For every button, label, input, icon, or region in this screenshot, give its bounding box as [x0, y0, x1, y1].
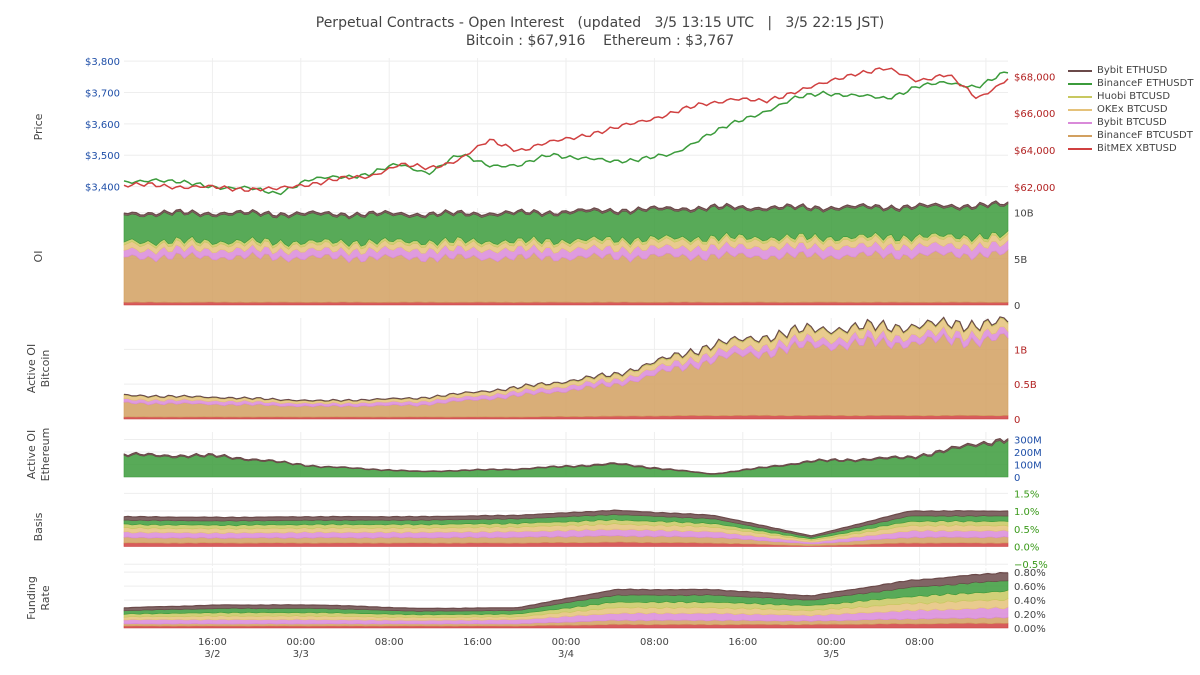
btc-axis-tick: $62,000: [1014, 183, 1055, 194]
btc-axis-tick: $64,000: [1014, 146, 1055, 157]
panel-ylabel: Basis: [32, 512, 45, 541]
x-axis-date-label: 3/2: [204, 649, 220, 660]
panel-axis-tick: 100M: [1014, 461, 1042, 472]
panel-axis-tick: 10B: [1014, 209, 1034, 220]
panel-ylabel-line: OI: [32, 251, 45, 263]
panel-axis-tick: 0: [1014, 473, 1020, 484]
panel-ylabel: Active OIEthereum: [25, 428, 52, 482]
eth-axis-tick: $3,500: [85, 151, 120, 162]
panel-ylabel: OI: [32, 251, 45, 263]
panel-axis-tick: −0.5%: [1014, 560, 1048, 571]
x-axis-tick-label: 16:00: [463, 637, 492, 648]
legend-label: Huobi BTCUSD: [1097, 91, 1171, 102]
panel-axis-tick: 300M: [1014, 436, 1042, 447]
legend-label: OKEx BTCUSD: [1097, 104, 1168, 115]
panel-ylabel-line: Funding: [25, 576, 38, 620]
panel-ylabel-line: Bitcoin: [39, 350, 52, 388]
legend-item[interactable]: BitMEX XBTUSD: [1068, 142, 1193, 155]
legend-swatch: [1068, 95, 1092, 98]
btc-axis-tick: $68,000: [1014, 72, 1055, 83]
x-axis-tick-label: 00:00: [817, 637, 846, 648]
panel-axis-tick: 0.0%: [1014, 543, 1039, 554]
panel-axis-tick: 0.80%: [1014, 568, 1046, 579]
panel-ylabel-line: Active OI: [25, 344, 38, 393]
series-line-bitmex-xbtusd: [123, 67, 1009, 192]
eth-axis-tick: $3,700: [85, 89, 120, 100]
legend-swatch: [1068, 82, 1092, 85]
panel-axis-tick: 0.20%: [1014, 610, 1046, 621]
x-axis-tick-label: 08:00: [640, 637, 669, 648]
panel-axis-tick: 5B: [1014, 255, 1027, 266]
chart-title: Perpetual Contracts - Open Interest (upd…: [0, 14, 1200, 50]
x-axis-tick-label: 16:00: [198, 637, 227, 648]
legend-label: BinanceF ETHUSDT: [1097, 78, 1194, 89]
panel-axis-tick: 1B: [1014, 345, 1027, 356]
panel-axis-tick: 0.60%: [1014, 582, 1046, 593]
x-axis-date-label: 3/3: [293, 649, 309, 660]
legend: Bybit ETHUSD BinanceF ETHUSDT Huobi BTCU…: [1068, 64, 1193, 155]
eth-axis-tick: $3,800: [85, 57, 120, 68]
legend-swatch: [1068, 121, 1092, 124]
panel-axis-tick: 0: [1014, 301, 1020, 312]
stack-top-outline: [123, 200, 1009, 218]
title-line-2: Bitcoin : $67,916 Ethereum : $3,767: [465, 33, 735, 49]
legend-swatch: [1068, 69, 1092, 72]
series-line-binancef-ethusdt: [123, 71, 1009, 196]
panel-axis-tick: 200M: [1014, 448, 1042, 459]
x-axis-tick-label: 00:00: [286, 637, 315, 648]
stack-top-outline: [123, 509, 1009, 537]
title-line-1: Perpetual Contracts - Open Interest (upd…: [315, 15, 885, 31]
legend-label: BitMEX XBTUSD: [1097, 143, 1177, 154]
legend-swatch: [1068, 147, 1092, 150]
legend-item[interactable]: BinanceF BTCUSDT: [1068, 129, 1193, 142]
panel-axis-tick: 0.5B: [1014, 380, 1037, 391]
legend-label: BinanceF BTCUSDT: [1097, 130, 1193, 141]
legend-label: Bybit BTCUSD: [1097, 117, 1167, 128]
legend-item[interactable]: Bybit BTCUSD: [1068, 116, 1193, 129]
stack-top-outline: [123, 438, 1009, 475]
legend-swatch: [1068, 108, 1092, 111]
x-axis-date-label: 3/5: [823, 649, 839, 660]
legend-item[interactable]: BinanceF ETHUSDT: [1068, 77, 1193, 90]
panel-axis-tick: 0: [1014, 415, 1020, 426]
panel-ylabel-line: Rate: [39, 585, 52, 610]
btc-axis-tick: $66,000: [1014, 109, 1055, 120]
x-axis-tick-label: 08:00: [905, 637, 934, 648]
panel-ylabel: Active OIBitcoin: [25, 344, 52, 393]
eth-axis-tick: $3,400: [85, 183, 120, 194]
panel-axis-tick: 0.40%: [1014, 596, 1046, 607]
panel-axis-tick: 0.00%: [1014, 624, 1046, 635]
panel-ylabel: Price: [32, 113, 45, 140]
panel-ylabel-line: Ethereum: [39, 428, 52, 482]
panel-ylabel: FundingRate: [25, 576, 52, 620]
x-axis-tick-label: 00:00: [552, 637, 581, 648]
stack-top-outline: [123, 571, 1008, 610]
x-axis-tick-label: 16:00: [728, 637, 757, 648]
legend-item[interactable]: Huobi BTCUSD: [1068, 90, 1193, 103]
x-axis-tick-label: 08:00: [375, 637, 404, 648]
stack-top-outline: [123, 316, 1009, 402]
panel-ylabel-line: Basis: [32, 512, 45, 541]
panel-axis-tick: 0.5%: [1014, 525, 1039, 536]
panel-axis-tick: 1.0%: [1014, 507, 1039, 518]
legend-item[interactable]: Bybit ETHUSD: [1068, 64, 1193, 77]
x-axis-date-label: 3/4: [558, 649, 574, 660]
panel-ylabel-line: Price: [32, 113, 45, 140]
legend-item[interactable]: OKEx BTCUSD: [1068, 103, 1193, 116]
legend-label: Bybit ETHUSD: [1097, 65, 1168, 76]
eth-axis-tick: $3,600: [85, 120, 120, 131]
panel-axis-tick: 1.5%: [1014, 489, 1039, 500]
legend-swatch: [1068, 134, 1092, 137]
panel-ylabel-line: Active OI: [25, 430, 38, 479]
